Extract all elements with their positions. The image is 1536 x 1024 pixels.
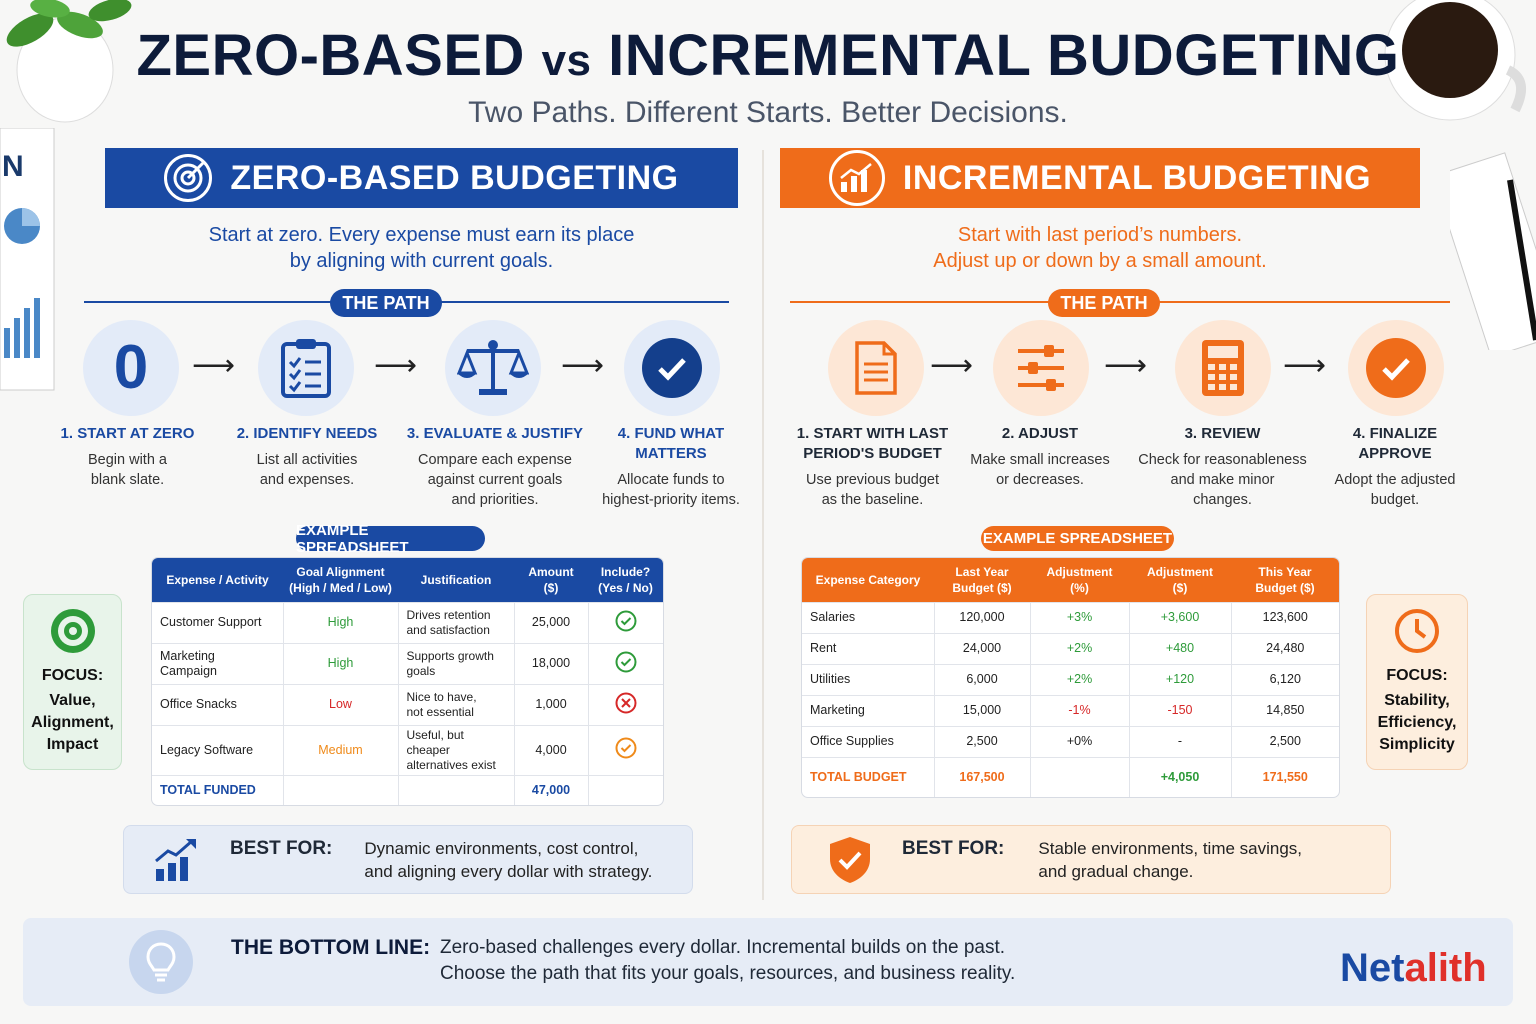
shield-check-icon [830, 836, 870, 883]
incremental-banner: INCREMENTAL BUDGETING [780, 148, 1420, 208]
table-total-row: TOTAL BUDGET 167,500 +4,050 171,550 [802, 756, 1339, 797]
notepad-decoration [1431, 140, 1536, 358]
zero-based-tagline: Start at zero. Every expense must earn i… [208, 224, 635, 272]
table-row: Marketing 15,000 -1% -150 14,850 [802, 694, 1339, 726]
zero-step-1-desc: Begin with a blank slate. [88, 452, 167, 488]
target-icon [164, 154, 213, 202]
incremental-spreadsheet-label: EXAMPLE SPREADSHEET [981, 526, 1174, 551]
inc-step-2-circle [993, 320, 1089, 416]
arrow-right-icon: ⟶ [930, 349, 974, 382]
inc-step-2-desc: Make small increases or decreases. [970, 452, 1110, 488]
column-header: Goal Alignment (High / Med / Low) [283, 558, 398, 602]
inc-step-4-circle [1348, 320, 1444, 416]
column-divider [762, 150, 764, 900]
incremental-tagline: Start with last period’s numbers. Adjust… [933, 224, 1267, 272]
zero-step-3-desc: Compare each expense against current goal… [418, 452, 572, 508]
zero-step-2-circle [258, 320, 354, 416]
bar-chart-icon [828, 150, 885, 206]
table-row: Marketing Campaign High Supports growth g… [152, 642, 663, 684]
column-header: Last Year Budget ($) [934, 558, 1030, 602]
check-circle-icon [642, 338, 702, 398]
zero-best-for: BEST FOR: Dynamic environments, cost con… [123, 825, 693, 894]
inc-step-3-desc: Check for reasonableness and make minor ch… [1138, 452, 1307, 508]
inc-step-3-circle [1175, 320, 1271, 416]
zero-step-4-circle [624, 320, 720, 416]
brand-logo: Netalith [1340, 946, 1487, 990]
column-header: Include? (Yes / No) [588, 558, 663, 602]
document-icon [855, 341, 897, 395]
zero-step-3-circle [445, 320, 541, 416]
zero-focus-box: FOCUS: Value, Alignment, Impact [23, 594, 122, 770]
zero-spreadsheet: Expense / Activity Goal Alignment (High /… [152, 558, 663, 805]
arrow-right-icon: ⟶ [192, 349, 236, 382]
table-row: Rent 24,000 +2% +480 24,480 [802, 632, 1339, 664]
column-header: Adjustment (%) [1030, 558, 1129, 602]
report-paper-decoration: N [0, 127, 58, 393]
arrow-right-icon: ⟶ [1283, 349, 1327, 382]
zero-based-banner: ZERO-BASED BUDGETING [105, 148, 738, 208]
incremental-spreadsheet: Expense Category Last Year Budget ($) Adj… [802, 558, 1339, 797]
table-row: Legacy Software Medium Useful, but cheap… [152, 724, 663, 775]
bottom-line-text: Zero-based challenges every dollar. Incr… [440, 937, 1016, 984]
arrow-right-icon: ⟶ [1104, 349, 1148, 382]
column-header: Expense / Activity [152, 558, 283, 602]
inc-step-4-desc: Adopt the adjusted budget. [1334, 472, 1456, 508]
inc-step-1-desc: Use previous budget as the baseline. [806, 472, 939, 508]
zero-spreadsheet-label: EXAMPLE SPREADSHEET [296, 522, 485, 556]
check-circle-icon [615, 610, 637, 631]
zero-step-4-title: 4. FUND WHAT MATTERS [617, 425, 725, 462]
check-circle-icon [615, 651, 637, 672]
zero-path-label: THE PATH [330, 289, 442, 317]
table-row: Utilities 6,000 +2% +120 6,120 [802, 663, 1339, 695]
page-title: ZERO-BASED vs INCREMENTAL BUDGETING [136, 23, 1400, 88]
inc-step-1-title: 1. START WITH LAST PERIOD'S BUDGET [796, 425, 949, 462]
incremental-path-label: THE PATH [1048, 289, 1160, 317]
bottom-line-label: THE BOTTOM LINE: [231, 936, 431, 959]
table-total-row: TOTAL FUNDED 47,000 [152, 774, 663, 805]
x-circle-icon [615, 692, 637, 713]
clipboard-icon [281, 339, 331, 398]
column-header: This Year Budget ($) [1231, 558, 1339, 602]
clock-icon [1395, 609, 1439, 653]
growth-chart-icon [155, 838, 196, 881]
calculator-icon [1202, 340, 1244, 396]
zero-step-1-circle: 0 [83, 320, 179, 416]
inc-step-1-circle [828, 320, 924, 416]
zero-step-2-desc: List all activities and expenses. [256, 452, 358, 488]
zero-step-3-title: 3. EVALUATE & JUSTIFY [406, 425, 584, 442]
target-icon [50, 609, 95, 653]
column-header: Adjustment ($) [1129, 558, 1231, 602]
table-row: Customer Support High Drives retention an… [152, 601, 663, 643]
scale-icon [457, 340, 529, 395]
column-header: Expense Category [802, 558, 934, 602]
zero-based-banner-title: ZERO-BASED BUDGETING [230, 158, 679, 197]
zero-icon: 0 [113, 333, 149, 402]
coffee-cup-decoration [1380, 0, 1536, 145]
sliders-icon [1018, 345, 1064, 391]
check-circle-icon [615, 737, 637, 759]
inc-step-2-title: 2. ADJUST [1001, 425, 1079, 442]
page-subtitle: Two Paths. Different Starts. Better Deci… [468, 96, 1068, 129]
table-row: Office Snacks Low Nice to have, not essen… [152, 683, 663, 725]
plant-decoration [0, 0, 150, 130]
table-row: Office Supplies 2,500 +0% - 2,500 [802, 725, 1339, 757]
table-row: Salaries 120,000 +3% +3,600 123,600 [802, 601, 1339, 633]
inc-step-3-title: 3. REVIEW [1184, 425, 1261, 442]
lightbulb-icon [129, 930, 193, 994]
zero-step-1-title: 1. START AT ZERO [60, 425, 195, 442]
bottom-line-panel: THE BOTTOM LINE: Zero-based challenges e… [23, 918, 1513, 1006]
zero-step-4-desc: Allocate funds to highest-priority items. [602, 472, 740, 508]
check-circle-icon [1366, 338, 1426, 398]
column-header: Justification [398, 558, 514, 602]
inc-step-4-title: 4. FINALIZE APPROVE [1352, 425, 1438, 462]
incremental-best-for: BEST FOR: Stable environments, time savi… [791, 825, 1391, 894]
arrow-right-icon: ⟶ [561, 349, 605, 382]
incremental-banner-title: INCREMENTAL BUDGETING [902, 158, 1372, 197]
column-header: Amount ($) [514, 558, 588, 602]
zero-step-2-title: 2. IDENTIFY NEEDS [236, 425, 378, 442]
incremental-focus-box: FOCUS: Stability, Efficiency, Simplicity [1366, 594, 1468, 770]
arrow-right-icon: ⟶ [374, 349, 418, 382]
svg-text:N: N [2, 150, 24, 183]
